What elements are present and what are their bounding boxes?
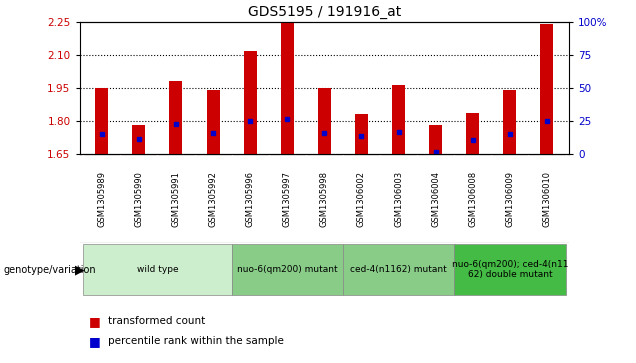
Bar bbox=[169, 81, 183, 154]
Bar bbox=[355, 114, 368, 154]
Text: transformed count: transformed count bbox=[108, 316, 205, 326]
Text: ced-4(n1162) mutant: ced-4(n1162) mutant bbox=[350, 265, 447, 274]
Text: GSM1306009: GSM1306009 bbox=[506, 171, 515, 227]
Text: GSM1306003: GSM1306003 bbox=[394, 171, 403, 227]
Text: ▶: ▶ bbox=[75, 263, 85, 276]
Text: GSM1306004: GSM1306004 bbox=[431, 171, 440, 227]
Text: genotype/variation: genotype/variation bbox=[3, 265, 96, 274]
Bar bbox=[454, 244, 565, 295]
Text: GSM1305992: GSM1305992 bbox=[209, 171, 218, 227]
Bar bbox=[207, 90, 219, 154]
Text: wild type: wild type bbox=[137, 265, 178, 274]
Text: GSM1305989: GSM1305989 bbox=[97, 171, 106, 227]
Text: GSM1305996: GSM1305996 bbox=[245, 171, 254, 227]
Text: nuo-6(qm200) mutant: nuo-6(qm200) mutant bbox=[237, 265, 338, 274]
Text: ■: ■ bbox=[89, 315, 100, 328]
Bar bbox=[503, 90, 516, 154]
Text: GSM1306010: GSM1306010 bbox=[543, 171, 551, 227]
Text: GSM1306002: GSM1306002 bbox=[357, 171, 366, 227]
Bar bbox=[280, 23, 294, 154]
Text: nuo-6(qm200); ced-4(n11
62) double mutant: nuo-6(qm200); ced-4(n11 62) double mutan… bbox=[452, 260, 568, 279]
Text: GSM1305990: GSM1305990 bbox=[134, 171, 143, 227]
Title: GDS5195 / 191916_at: GDS5195 / 191916_at bbox=[248, 5, 401, 19]
Bar bbox=[244, 51, 257, 154]
Bar bbox=[132, 125, 146, 154]
Text: GSM1305991: GSM1305991 bbox=[172, 171, 181, 227]
Bar bbox=[392, 85, 405, 154]
Text: GSM1306008: GSM1306008 bbox=[468, 171, 477, 227]
Bar bbox=[343, 244, 454, 295]
Bar bbox=[466, 113, 480, 154]
Bar bbox=[232, 244, 343, 295]
Text: GSM1305997: GSM1305997 bbox=[283, 171, 292, 227]
Text: percentile rank within the sample: percentile rank within the sample bbox=[108, 336, 284, 346]
Bar bbox=[83, 244, 232, 295]
Bar bbox=[541, 24, 553, 154]
Bar bbox=[95, 87, 108, 154]
Bar bbox=[429, 125, 442, 154]
Bar bbox=[318, 87, 331, 154]
Text: ■: ■ bbox=[89, 335, 100, 348]
Text: GSM1305998: GSM1305998 bbox=[320, 171, 329, 227]
